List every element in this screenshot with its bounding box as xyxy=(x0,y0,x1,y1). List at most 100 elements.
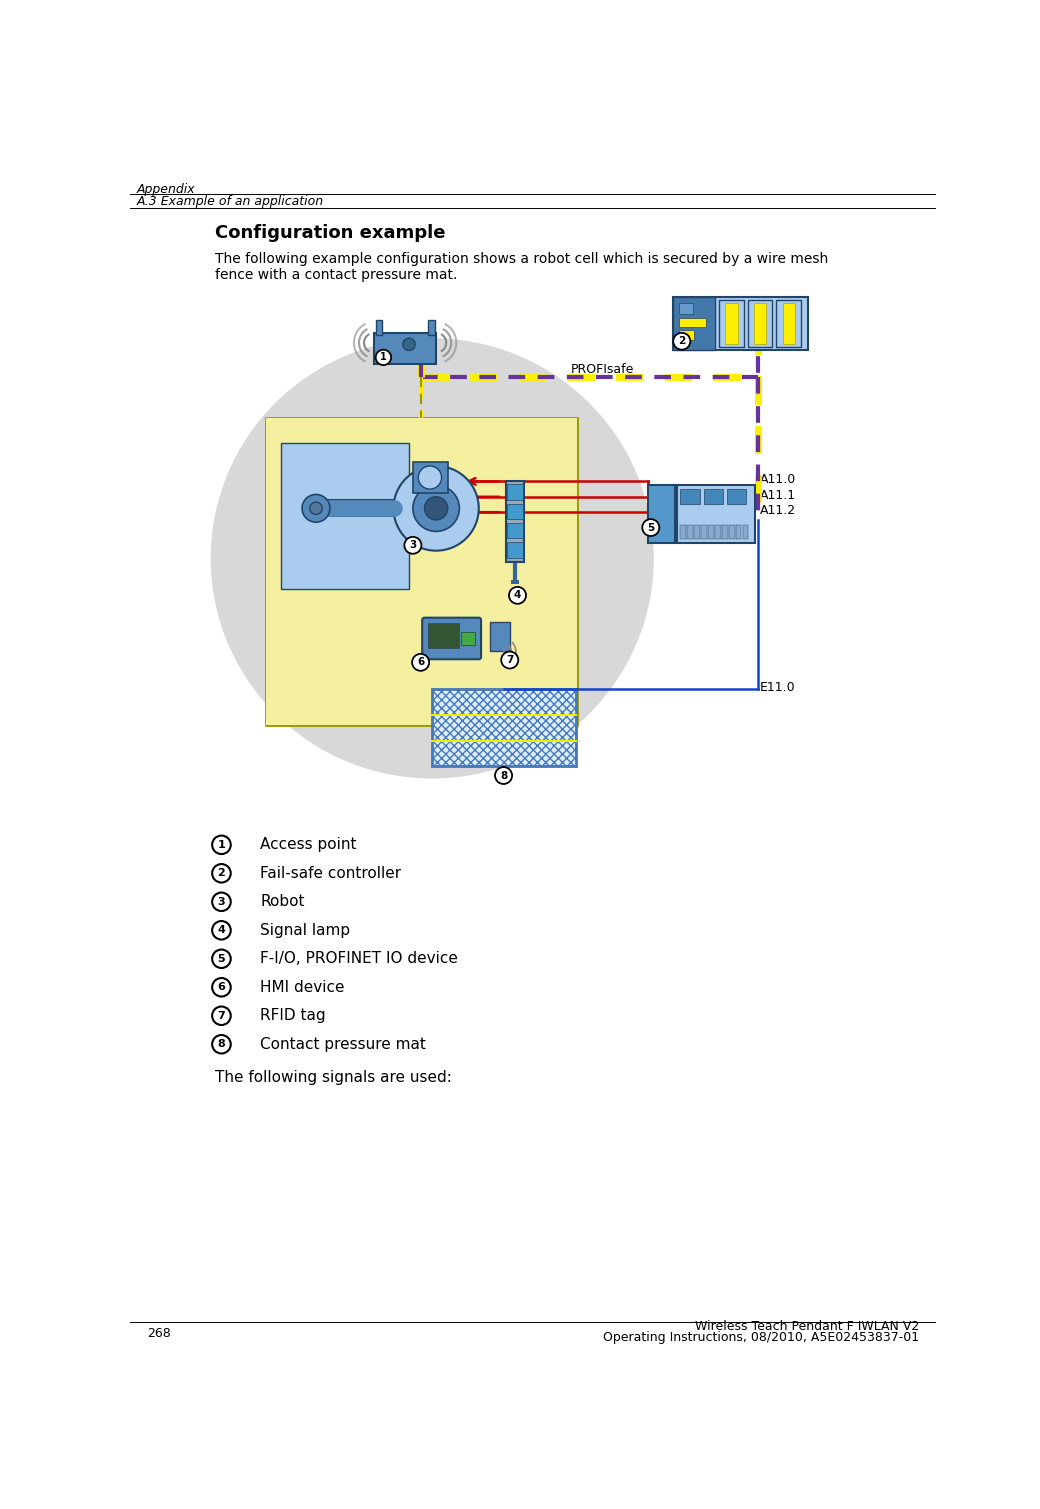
Circle shape xyxy=(495,767,512,785)
Bar xyxy=(736,525,742,539)
Bar xyxy=(703,489,723,504)
Bar xyxy=(375,320,382,335)
Circle shape xyxy=(375,350,391,365)
Text: Wireless Teach Pendant F IWLAN V2: Wireless Teach Pendant F IWLAN V2 xyxy=(695,1320,919,1334)
Bar xyxy=(461,632,475,646)
Text: 6: 6 xyxy=(217,982,226,993)
Circle shape xyxy=(212,1035,231,1053)
Text: 4: 4 xyxy=(514,590,521,601)
Bar xyxy=(512,579,519,584)
Circle shape xyxy=(212,892,231,911)
Bar xyxy=(508,484,523,499)
Text: 4: 4 xyxy=(217,925,226,936)
Circle shape xyxy=(418,466,442,489)
Text: F-I/O, PROFINET IO device: F-I/O, PROFINET IO device xyxy=(260,951,458,966)
Bar xyxy=(265,711,577,724)
Circle shape xyxy=(212,865,231,883)
Text: Appendix: Appendix xyxy=(136,183,194,196)
Text: 8: 8 xyxy=(217,1040,226,1049)
Bar xyxy=(776,300,801,347)
Circle shape xyxy=(212,949,231,967)
Circle shape xyxy=(501,652,518,668)
Text: A11.2: A11.2 xyxy=(760,504,797,518)
Bar xyxy=(687,525,693,539)
Bar xyxy=(679,318,706,327)
Bar xyxy=(729,525,734,539)
Bar xyxy=(716,525,721,539)
Text: 2: 2 xyxy=(678,337,685,346)
Bar xyxy=(679,330,695,340)
Circle shape xyxy=(212,836,231,854)
Text: 5: 5 xyxy=(217,954,226,964)
Text: 268: 268 xyxy=(147,1328,171,1340)
Circle shape xyxy=(310,502,322,515)
Bar xyxy=(782,303,795,344)
Bar xyxy=(722,525,728,539)
Text: 5: 5 xyxy=(647,522,654,533)
Bar xyxy=(428,320,435,335)
Text: 2: 2 xyxy=(217,868,226,878)
Circle shape xyxy=(402,338,415,350)
Bar xyxy=(265,418,577,724)
Text: A.3 Example of an application: A.3 Example of an application xyxy=(136,195,323,208)
Text: A11.0: A11.0 xyxy=(760,474,797,486)
Bar xyxy=(413,462,448,493)
Circle shape xyxy=(302,495,330,522)
Text: 7: 7 xyxy=(217,1011,226,1020)
Bar xyxy=(281,442,409,589)
Circle shape xyxy=(509,587,526,604)
Bar xyxy=(428,623,460,647)
Text: 6: 6 xyxy=(417,658,424,667)
Circle shape xyxy=(211,340,653,777)
Circle shape xyxy=(424,496,448,521)
Circle shape xyxy=(643,519,659,536)
Text: 3: 3 xyxy=(410,540,416,551)
Text: Robot: Robot xyxy=(260,895,305,910)
Text: HMI device: HMI device xyxy=(260,979,344,994)
Bar xyxy=(680,525,685,539)
Text: 1: 1 xyxy=(380,353,387,362)
Bar xyxy=(265,418,577,432)
Text: Access point: Access point xyxy=(260,837,357,853)
Text: 1: 1 xyxy=(217,841,226,850)
Bar xyxy=(491,622,510,650)
Circle shape xyxy=(413,486,460,531)
Text: A11.1: A11.1 xyxy=(760,489,797,501)
Bar xyxy=(743,525,749,539)
Bar xyxy=(508,524,523,539)
Bar xyxy=(433,690,575,767)
Circle shape xyxy=(212,1007,231,1025)
Bar xyxy=(505,481,524,563)
Bar xyxy=(680,489,700,504)
Bar xyxy=(701,525,706,539)
Bar xyxy=(374,333,436,364)
Text: Contact pressure mat: Contact pressure mat xyxy=(260,1037,426,1052)
FancyBboxPatch shape xyxy=(422,617,482,659)
Circle shape xyxy=(412,653,430,672)
Bar xyxy=(564,418,577,724)
Bar xyxy=(708,525,713,539)
Text: The following example configuration shows a robot cell which is secured by a wir: The following example configuration show… xyxy=(215,252,829,282)
Circle shape xyxy=(673,333,691,350)
Bar xyxy=(508,504,523,519)
Bar xyxy=(508,542,523,558)
Text: E11.0: E11.0 xyxy=(760,681,796,694)
Bar xyxy=(727,489,746,504)
Bar xyxy=(673,297,716,350)
Circle shape xyxy=(405,537,421,554)
Bar xyxy=(748,300,773,347)
Text: 3: 3 xyxy=(217,896,226,907)
Bar xyxy=(719,300,744,347)
Bar xyxy=(695,525,700,539)
Text: 8: 8 xyxy=(500,771,508,780)
Circle shape xyxy=(393,466,478,551)
Text: Signal lamp: Signal lamp xyxy=(260,924,350,937)
Text: 7: 7 xyxy=(506,655,514,665)
Text: RFID tag: RFID tag xyxy=(260,1008,326,1023)
Bar xyxy=(725,303,737,344)
Bar xyxy=(754,303,766,344)
Circle shape xyxy=(212,920,231,940)
Text: Operating Instructions, 08/2010, A5E02453837-01: Operating Instructions, 08/2010, A5E0245… xyxy=(603,1331,919,1345)
Text: Fail-safe controller: Fail-safe controller xyxy=(260,866,401,881)
Text: PROFIsafe: PROFIsafe xyxy=(571,364,634,376)
